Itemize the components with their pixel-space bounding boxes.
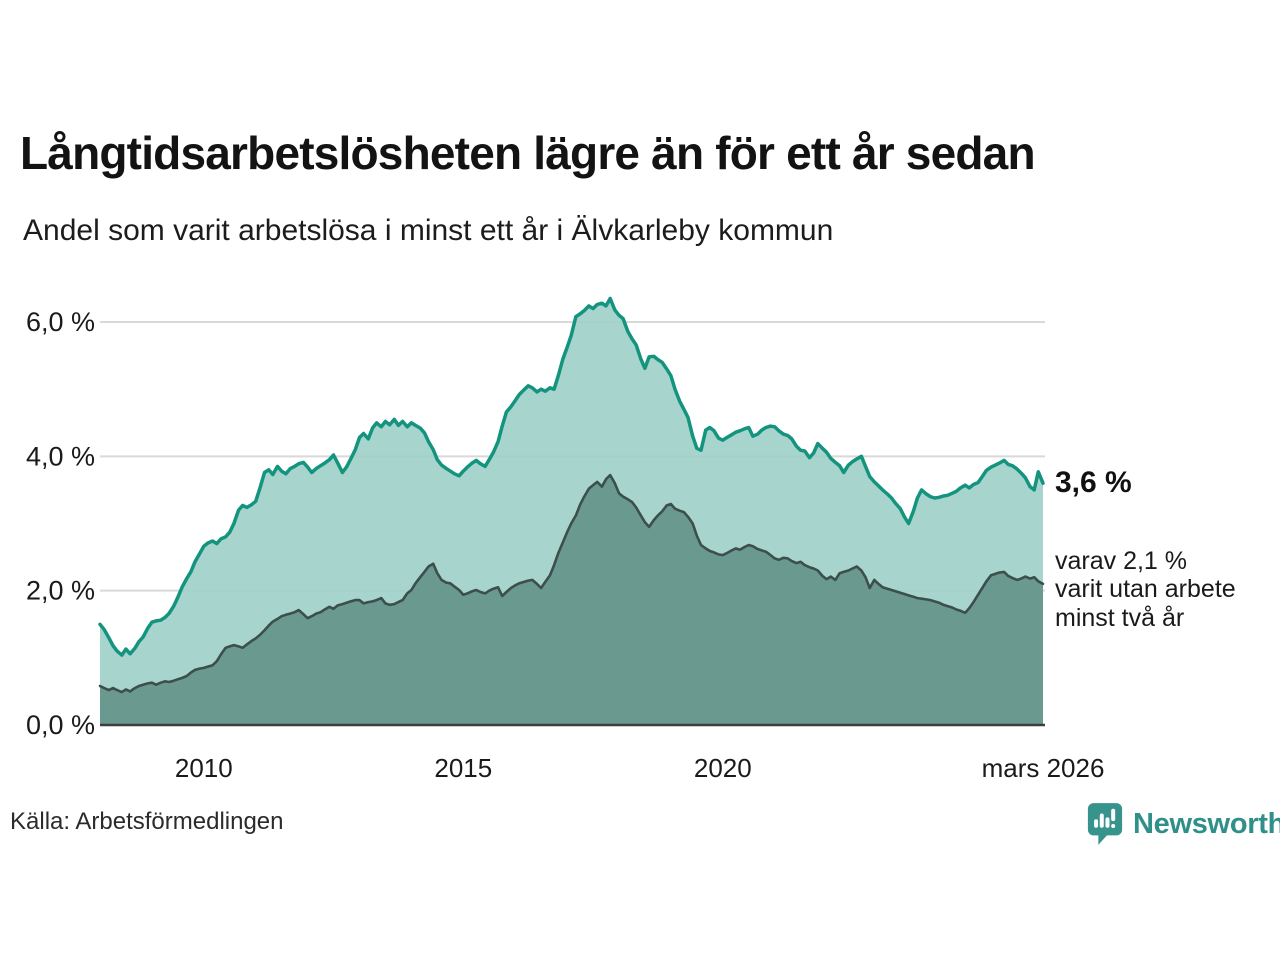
x-tick-label: 2010 bbox=[175, 753, 233, 783]
y-tick-label: 0,0 % bbox=[26, 710, 95, 740]
end-value-label: 3,6 % bbox=[1055, 466, 1132, 499]
area-minst-tva-ar bbox=[100, 475, 1043, 725]
page-subtitle: Andel som varit arbetslösa i minst ett å… bbox=[23, 214, 834, 247]
y-tick-label: 4,0 % bbox=[26, 441, 95, 471]
unemployment-area-chart: 0,0 % 2,0 % 4,0 % 6,0 % 2010 2015 2020 mars 202… bbox=[26, 296, 1105, 783]
x-tick-label: 2015 bbox=[434, 753, 492, 783]
newsworthy-icon bbox=[1087, 803, 1123, 845]
newsworthy-logo: Newsworthy bbox=[1086, 801, 1280, 847]
newsworthy-wordmark: Newsworthy bbox=[1133, 807, 1280, 840]
chart-area: 0,0 % 2,0 % 4,0 % 6,0 % 2010 2015 2020 mars 202… bbox=[0, 270, 1280, 800]
page-title: Långtidsarbetslösheten lägre än för ett … bbox=[20, 127, 1036, 179]
y-tick-label: 2,0 % bbox=[26, 576, 95, 606]
x-tick-label: 2020 bbox=[694, 753, 752, 783]
y-tick-label: 6,0 % bbox=[26, 307, 95, 337]
x-tick-label: mars 2026 bbox=[982, 753, 1105, 783]
source-attribution: Källa: Arbetsförmedlingen bbox=[10, 808, 284, 835]
line-minst-ett-ar bbox=[98, 296, 1045, 657]
secondary-annotation: varav 2,1 % varit utan arbete minst två … bbox=[1055, 547, 1236, 632]
line-minst-tva-ar bbox=[98, 473, 1045, 694]
